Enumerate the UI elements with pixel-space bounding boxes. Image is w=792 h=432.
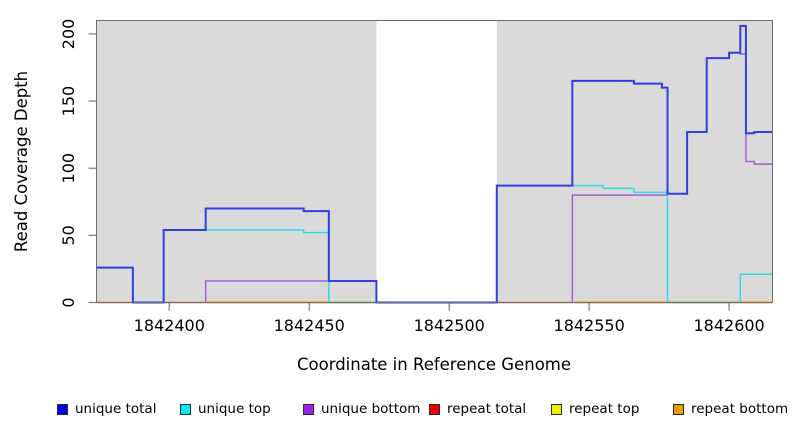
legend-swatch-repeat-top (551, 403, 562, 415)
x-tick-label: 1842400 (134, 316, 205, 335)
x-tick-label: 1842500 (414, 316, 485, 335)
legend-item-unique-bottom: unique bottom (303, 400, 420, 418)
x-tick-label: 1842600 (693, 316, 764, 335)
legend-item-repeat-top: repeat top (551, 400, 639, 418)
y-tick-label: 200 (59, 19, 78, 50)
legend-label: repeat top (569, 401, 640, 417)
legend-item-unique-total: unique total (57, 400, 156, 418)
legend-swatch-unique-bottom (303, 403, 314, 415)
y-tick-label: 150 (59, 86, 78, 117)
x-tick-label: 1842550 (554, 316, 625, 335)
y-tick-label: 100 (59, 153, 78, 184)
legend-label: repeat bottom (691, 401, 789, 417)
legend-swatch-repeat-bottom (673, 403, 684, 415)
legend-item-repeat-bottom: repeat bottom (673, 400, 788, 418)
legend-item-unique-top: unique top (180, 400, 271, 418)
x-axis-title: Coordinate in Reference Genome (297, 355, 571, 374)
y-tick-label: 50 (59, 225, 78, 245)
legend-swatch-unique-total (57, 403, 68, 415)
legend-swatch-unique-top (180, 403, 191, 415)
masked-region (376, 20, 497, 303)
legend-swatch-repeat-total (429, 403, 440, 415)
legend-label: repeat total (447, 401, 527, 417)
plot-border (96, 20, 773, 303)
legend: unique total unique top unique bottom repea… (0, 400, 792, 424)
y-tick-label: 0 (59, 297, 78, 307)
series-line-unique-total (96, 24, 773, 304)
y-axis-title: Read Coverage Depth (12, 71, 31, 252)
legend-item-repeat-total: repeat total (429, 400, 526, 418)
legend-label: unique total (75, 401, 157, 417)
x-tick-label: 1842450 (274, 316, 345, 335)
legend-label: unique top (198, 401, 271, 417)
legend-label: unique bottom (321, 401, 421, 417)
